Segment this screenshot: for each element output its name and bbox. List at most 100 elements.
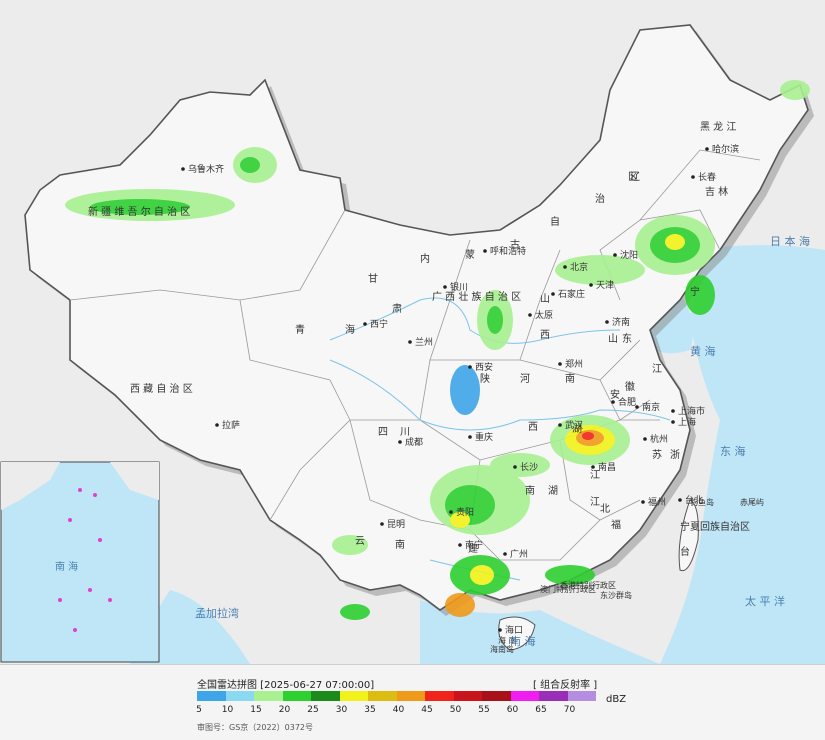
region-label: 东 (622, 332, 632, 345)
citie-label: 贵阳 (456, 506, 474, 518)
wate-label: 孟加拉湾 (195, 606, 239, 620)
region-label: 南 (525, 484, 535, 497)
region-label: 河 (520, 373, 530, 385)
scale-swatch (539, 691, 568, 701)
city-marker (215, 423, 219, 427)
scale-swatch (311, 691, 340, 701)
city-marker (528, 313, 532, 317)
region-label: 福 (611, 518, 621, 531)
region-label: 湖 (548, 485, 558, 497)
hainan-island (498, 616, 536, 651)
city-marker (449, 510, 453, 514)
city-marker (563, 265, 567, 269)
specia-label: 海南岛 (490, 644, 514, 654)
citie-label: 银川 (450, 281, 468, 293)
region-label: 苏 (652, 448, 662, 461)
scale-swatch (282, 691, 311, 701)
citie-label: 重庆 (475, 431, 493, 443)
region-label: 区 (628, 171, 638, 183)
scale-level-label: 50 (449, 705, 462, 715)
scale-swatch (567, 691, 596, 701)
citie-label: 沈阳 (620, 249, 638, 261)
region-label: 古 (510, 238, 520, 251)
region-label: 山 (608, 333, 618, 345)
taiwan-island (678, 499, 699, 572)
scale-swatch (425, 691, 454, 701)
map-labels: 黑 龙 江吉 林 辽宁 内 蒙 古 自 治 区新 疆 维 吾 尔 自 治 区西 藏 自 治 区… (88, 120, 810, 654)
region-label: 川 (400, 427, 410, 438)
scale-level-label: 60 (506, 705, 519, 715)
city-marker (483, 249, 487, 253)
city-marker (635, 405, 639, 409)
citie-label: 石家庄 (558, 288, 585, 300)
city-marker (589, 283, 593, 287)
city-marker (705, 147, 709, 151)
region-label: 宁夏回族自治区 (680, 520, 750, 533)
product-type: [ 组合反射率 ] (533, 680, 598, 691)
citie-label: 郑州 (565, 358, 583, 370)
city-marker (641, 500, 645, 504)
region-label: 南 (565, 372, 575, 385)
citie-label: 天津 (596, 280, 614, 291)
region-label: 云 (355, 536, 365, 547)
region-label: 北 (600, 503, 610, 515)
citie-label: 哈尔滨 (712, 143, 739, 155)
city-marker (468, 365, 472, 369)
citie-label: 乌鲁木齐 (188, 163, 224, 175)
scale-swatch (254, 691, 283, 701)
scale-level-label: 25 (307, 705, 319, 715)
citie-label: 西宁 (370, 318, 388, 330)
citie-label: 杭州 (650, 433, 668, 445)
citie-label: 上海市 (678, 405, 705, 417)
region-label: 浙 (670, 449, 680, 461)
city-marker (498, 628, 502, 632)
region-label: 西 藏 自 治 区 (130, 382, 193, 395)
citie-label: 呼和浩特 (490, 245, 526, 257)
city-marker (380, 522, 384, 526)
scale-level-label: 15 (250, 705, 262, 715)
sea-east (660, 245, 825, 664)
region-label: 新 疆 维 吾 尔 自 治 区 (88, 205, 190, 218)
scale-swatch (510, 691, 539, 701)
citie-label: 成都 (405, 436, 423, 448)
scale-level-label: 10 (221, 705, 234, 715)
scale-level-label: 20 (278, 705, 291, 715)
radar-title: 全国雷达拼图 [2025-06-27 07:00:00] (197, 680, 375, 691)
region-label: 青 (295, 323, 305, 336)
south-china-sea-inset: 南 海 (0, 461, 160, 663)
citie-label: 南昌 (598, 461, 616, 473)
scale-level-label: 35 (364, 705, 376, 715)
city-marker (611, 400, 615, 404)
citie-label: 南宁 (465, 539, 483, 551)
region-label: 广 西 壮 族 自 治 区 (432, 290, 521, 303)
wate-label: 东 海 (720, 444, 746, 458)
city-marker (503, 552, 507, 556)
sea-south (420, 600, 660, 664)
region-label: 四 (378, 427, 388, 438)
citie-label: 西安 (475, 361, 493, 373)
scale-swatch (339, 691, 368, 701)
region-label: 甘 (368, 272, 378, 285)
region-label: 海 (345, 323, 355, 336)
inset-sea-label: 南 海 (55, 560, 78, 573)
scale-swatch (368, 691, 397, 701)
city-marker (605, 320, 609, 324)
scale-level-label: 70 (563, 705, 576, 715)
citie-label: 太原 (535, 309, 553, 321)
citie-label: 武汉 (565, 419, 583, 431)
city-marker (671, 409, 675, 413)
citie-label: 上海 (678, 416, 696, 428)
specia-label: 海 南 (498, 635, 517, 645)
city-marker (551, 292, 555, 296)
citie-label: 长沙 (520, 461, 538, 473)
city-marker (678, 498, 682, 502)
specia-label: 赤尾屿 (740, 498, 764, 507)
region-label: 江 (590, 469, 600, 481)
wate-label: 黄 海 (690, 344, 716, 358)
region-label: 自 (550, 215, 560, 228)
scale-level-label: 65 (535, 705, 547, 715)
citie-label: 兰州 (415, 336, 433, 348)
city-marker (513, 465, 517, 469)
region-label: 江 (590, 496, 600, 508)
region-label: 治 (595, 192, 605, 205)
